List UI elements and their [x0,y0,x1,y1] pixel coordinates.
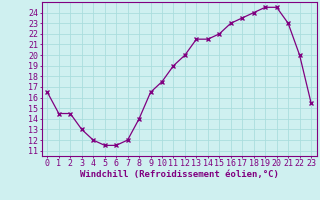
X-axis label: Windchill (Refroidissement éolien,°C): Windchill (Refroidissement éolien,°C) [80,170,279,179]
